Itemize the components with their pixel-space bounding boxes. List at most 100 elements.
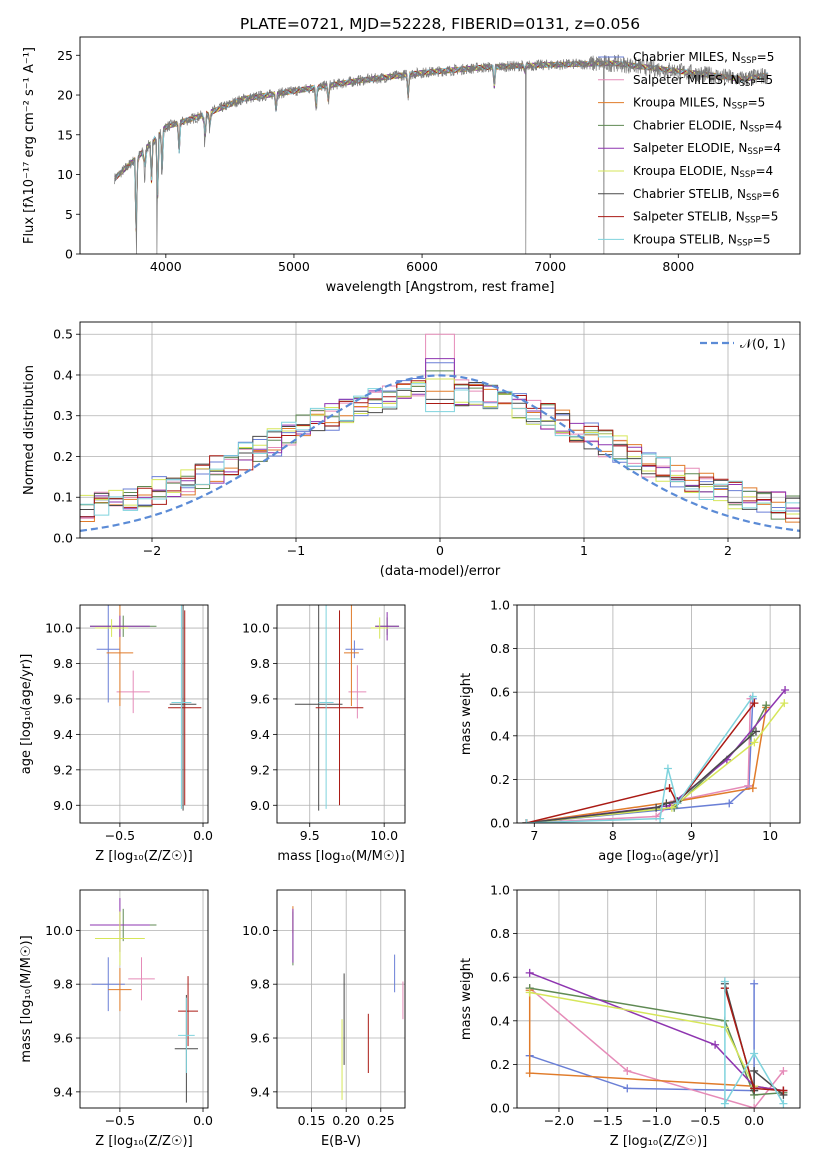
- figure-title: PLATE=0721, MJD=52228, FIBERID=0131, z=0…: [240, 15, 640, 33]
- series-line: [526, 698, 754, 823]
- y-tick-label: 9.6: [250, 691, 270, 706]
- panel-massweight_vs_Z: −2.0 −1.5 −1.0 −0.5 0.0 0.0 0.2 0.4 0.6 0.8 1.0 Z […: [459, 883, 801, 1149]
- series-marker: [750, 979, 759, 988]
- y-axis-label: mass [log₁₀(M/M☉)]: [19, 935, 34, 1062]
- y-tick-label: 0.0: [53, 531, 73, 546]
- series-marker: [673, 799, 682, 808]
- series-line: [526, 702, 785, 823]
- y-tick-label: 9.8: [250, 977, 270, 992]
- x-tick-label: 9: [688, 828, 696, 843]
- y-tick-label: 0.0: [490, 816, 510, 831]
- series-marker: [762, 701, 771, 710]
- errorbar-point: [94, 619, 129, 637]
- x-tick-label: −2.0: [544, 1113, 574, 1128]
- y-tick-label: 20: [57, 88, 73, 103]
- x-tick-label: 0.25: [367, 1113, 395, 1128]
- errorbar-point: [315, 610, 364, 806]
- y-tick-label: 0.6: [490, 685, 510, 700]
- legend-entry: Kroupa ELODIE, NSSP=4: [633, 164, 773, 180]
- axes-frame: [516, 604, 801, 824]
- y-tick-label: 0.1: [53, 490, 73, 505]
- series-marker: [652, 803, 661, 812]
- y-tick-label: 9.8: [250, 656, 270, 671]
- x-tick-label: 7000: [534, 259, 566, 274]
- series-marker: [779, 1086, 788, 1095]
- x-tick-label: 10: [762, 828, 778, 843]
- x-axis-label: mass [log₁₀(M/M☉)]: [277, 849, 404, 864]
- y-tick-label: 0: [65, 247, 73, 262]
- panel-residuals: −2 −1 0 1 2 0.0 0.1 0.2 0.3 0.4 0.5 (data-model)/er…: [22, 321, 801, 579]
- plot-area: [89, 605, 202, 811]
- series-marker: [750, 1049, 759, 1058]
- y-tick-label: 0.8: [490, 926, 510, 941]
- series-line: [526, 702, 755, 823]
- series-marker: [525, 1069, 534, 1078]
- x-tick-label: −1.0: [641, 1113, 671, 1128]
- x-axis-label: age [log₁₀(age/yr)]: [598, 849, 719, 864]
- errorbar-point: [370, 617, 389, 639]
- axes-frame: [516, 889, 801, 1109]
- x-tick-label: 1: [580, 543, 588, 558]
- errorbar-point: [91, 957, 125, 1012]
- series-marker: [750, 699, 759, 708]
- legend: 𝒩(0, 1): [700, 336, 786, 351]
- normal-reference-curve: [80, 374, 800, 532]
- series-marker: [750, 1084, 759, 1093]
- y-axis-label: age [log₁₀(age/yr)]: [19, 654, 34, 775]
- series-marker: [623, 1066, 632, 1075]
- x-tick-label: −0.5: [690, 1113, 720, 1128]
- y-tick-label: 0.4: [490, 728, 510, 743]
- y-tick-label: 9.0: [53, 798, 73, 813]
- series-marker: [525, 968, 534, 977]
- y-tick-label: 0.8: [490, 641, 510, 656]
- series-marker: [720, 1099, 729, 1108]
- errorbar-point: [168, 610, 202, 806]
- axes-frame: [79, 604, 209, 824]
- legend-entry: Chabrier STELIB, NSSP=6: [633, 187, 780, 203]
- series-marker: [750, 1104, 759, 1108]
- panel-age_vs_mass: 9.5 10.0 9.0 9.2 9.4 9.6 9.8 10.0 mass [log₁₀(M/…: [242, 604, 406, 864]
- series-marker: [656, 814, 665, 823]
- errorbar-point: [108, 968, 132, 1012]
- y-tick-label: 5: [65, 207, 73, 222]
- panel-age_vs_Z: −0.5 0.0 9.0 9.2 9.4 9.6 9.8 10.0 Z [log₁₀(Z/Z☉)…: [19, 604, 213, 864]
- errorbar-point: [178, 997, 195, 1074]
- histogram-step-line: [80, 380, 800, 519]
- series-marker: [662, 799, 671, 808]
- series-marker: [525, 988, 534, 997]
- errorbar-point: [96, 605, 120, 703]
- histogram-step-line: [80, 382, 800, 514]
- x-tick-label: 10.0: [370, 828, 398, 843]
- y-tick-label: 9.4: [53, 727, 73, 742]
- series-marker: [711, 1040, 720, 1049]
- x-tick-label: −0.5: [105, 1113, 135, 1128]
- errorbar-point: [343, 605, 359, 707]
- x-axis-label: Z [log₁₀(Z/Z☉)]: [95, 849, 192, 864]
- y-axis-label: mass weight: [459, 958, 474, 1040]
- y-tick-label: 10.0: [242, 923, 270, 938]
- legend-entry: Salpeter MILES, NSSP=5: [633, 73, 773, 89]
- errorbar-point: [178, 976, 199, 1047]
- x-tick-label: 2: [724, 543, 732, 558]
- histogram-step-line: [80, 362, 800, 517]
- plot-area: [89, 898, 199, 1103]
- panel-mass_vs_EBV: 0.15 0.20 0.25 9.4 9.6 9.8 10.0 E(B-V): [242, 889, 406, 1149]
- y-tick-label: 9.2: [250, 762, 270, 777]
- errorbar-point: [94, 911, 145, 966]
- y-tick-label: 0.5: [53, 327, 73, 342]
- y-tick-label: 10.0: [45, 923, 73, 938]
- y-tick-label: 0.0: [490, 1101, 510, 1116]
- x-tick-label: 6000: [406, 259, 438, 274]
- y-tick-label: 9.4: [250, 727, 270, 742]
- x-tick-label: 0: [436, 543, 444, 558]
- errorbar-point: [318, 605, 334, 809]
- series-marker: [748, 692, 757, 701]
- y-tick-label: 0.2: [490, 772, 510, 787]
- series-marker: [667, 803, 676, 812]
- panel-spectrum: 4000 5000 6000 7000 8000 0 5 10 15 20 25 wavelength…: [22, 36, 801, 295]
- series-marker: [781, 686, 790, 695]
- x-tick-label: −2: [143, 543, 161, 558]
- y-tick-label: 9.8: [53, 656, 73, 671]
- legend-entry: 𝒩(0, 1): [740, 336, 786, 351]
- series-line: [724, 981, 785, 1107]
